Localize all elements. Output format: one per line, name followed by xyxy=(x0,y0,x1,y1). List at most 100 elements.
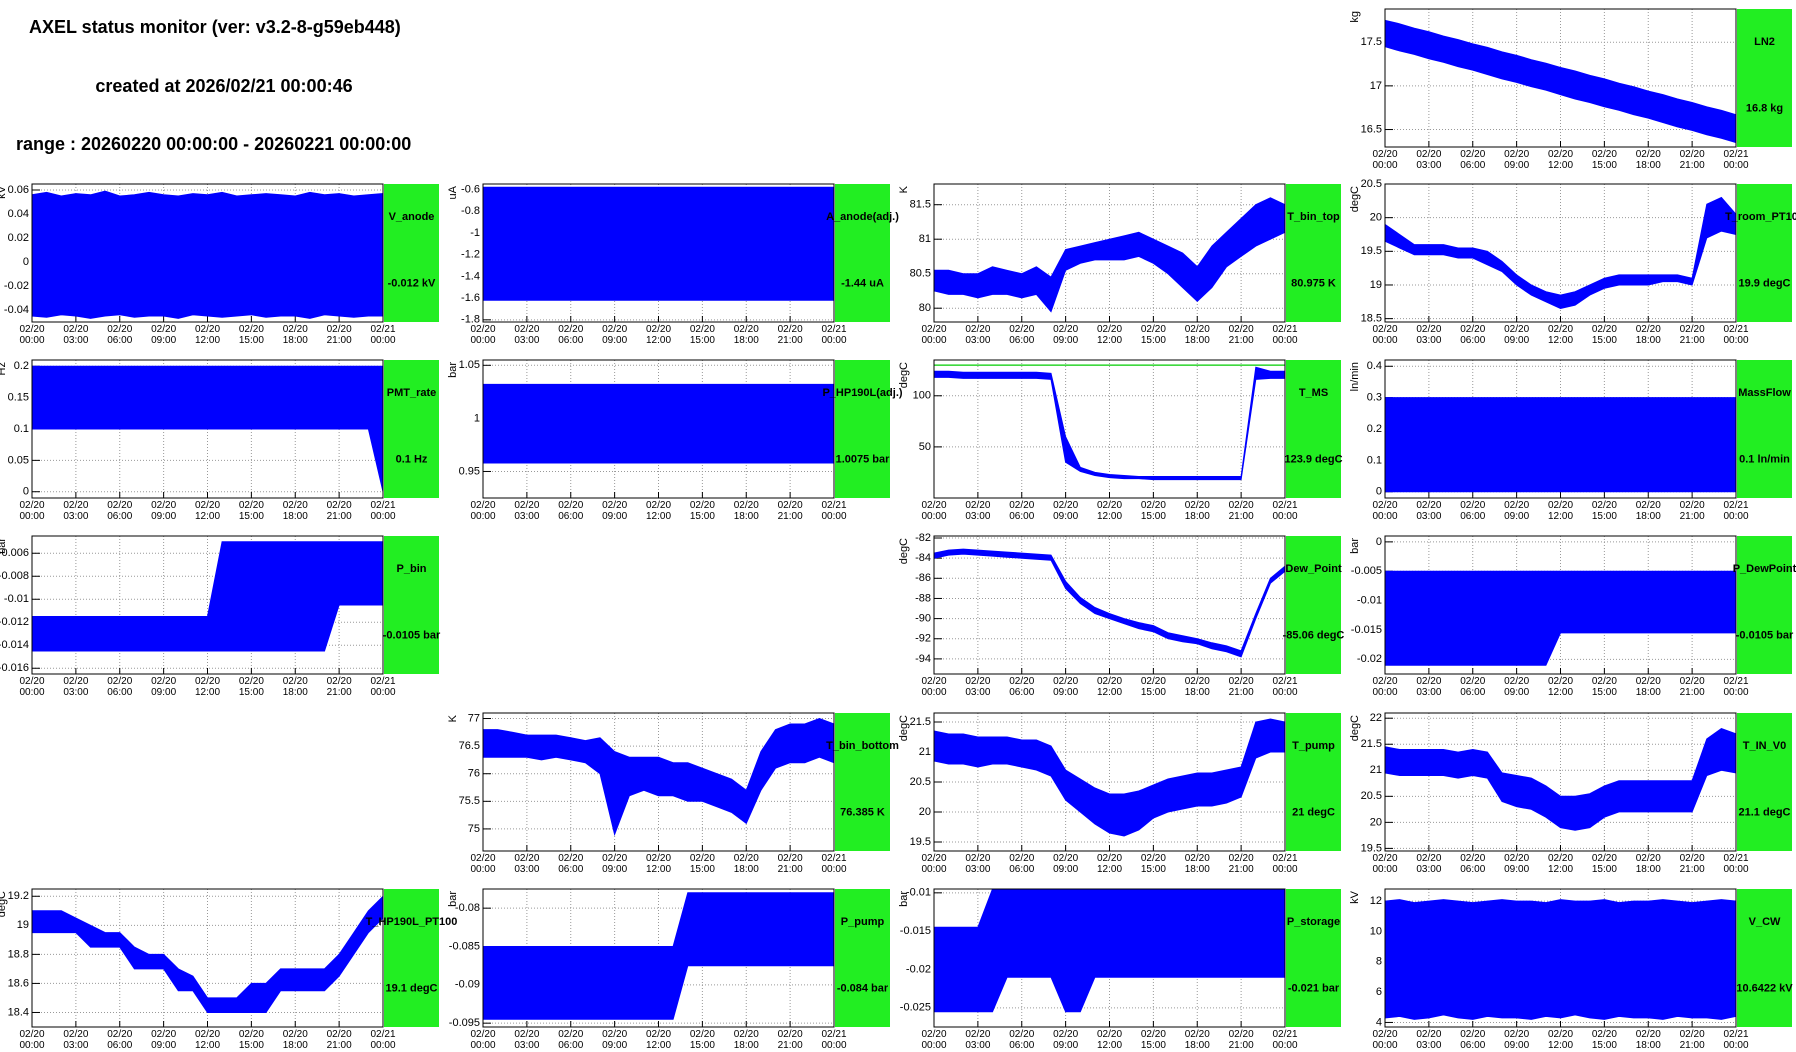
x-tick-label: 02/21 00:00 xyxy=(1272,676,1298,698)
y-tick-label: -0.015 xyxy=(900,925,931,937)
x-tick-label: 02/20 09:00 xyxy=(1504,1029,1530,1051)
y-tick-label: -1 xyxy=(470,227,480,239)
x-tick-label: 02/20 15:00 xyxy=(1591,676,1617,698)
status-name: P_HP190L(adj.) xyxy=(822,387,902,399)
plot-frame xyxy=(1384,712,1737,852)
x-tick-label: 02/20 21:00 xyxy=(1679,676,1705,698)
status-value: -85.06 degC xyxy=(1283,629,1345,641)
x-tick-label: 02/20 00:00 xyxy=(1372,500,1398,522)
y-axis-label: degC xyxy=(0,891,8,917)
y-tick-label: 21.5 xyxy=(910,716,931,728)
x-tick-label: 02/20 15:00 xyxy=(1140,500,1166,522)
y-tick-label: 1 xyxy=(474,412,480,424)
x-tick-label: 02/21 00:00 xyxy=(1723,1029,1749,1051)
x-tick-label: 02/20 21:00 xyxy=(1228,1029,1254,1051)
y-tick-label: 0 xyxy=(1376,486,1382,498)
y-tick-label: 22 xyxy=(1370,712,1382,724)
status-box xyxy=(1286,536,1341,674)
x-tick-label: 02/20 21:00 xyxy=(326,676,352,698)
y-axis-label: degC xyxy=(898,715,910,741)
x-tick-label: 02/20 06:00 xyxy=(558,853,584,875)
y-tick-label: 0.3 xyxy=(1367,392,1382,404)
y-tick-label: 12 xyxy=(1370,895,1382,907)
x-tick-label: 02/20 12:00 xyxy=(1547,500,1574,522)
y-tick-label: 0.06 xyxy=(8,184,29,196)
y-axis-label: kV xyxy=(0,185,8,199)
x-tick-label: 02/20 03:00 xyxy=(1416,676,1442,698)
x-tick-label: 02/20 09:00 xyxy=(151,1029,177,1051)
plot-frame xyxy=(1384,8,1737,148)
status-name: T_pump xyxy=(1292,740,1335,752)
x-tick-label: 02/20 03:00 xyxy=(1416,853,1442,875)
y-tick-label: -0.09 xyxy=(455,979,480,991)
y-tick-label: -0.01 xyxy=(4,593,29,605)
status-value: 0.1 Hz xyxy=(396,453,428,465)
x-tick-label: 02/20 03:00 xyxy=(514,1029,540,1051)
y-tick-label: -1.2 xyxy=(461,249,480,261)
x-tick-label: 02/21 00:00 xyxy=(370,500,396,522)
y-tick-label: -92 xyxy=(915,633,931,645)
data-band xyxy=(482,383,835,464)
x-tick-label: 02/20 03:00 xyxy=(965,1029,991,1051)
y-tick-label: -88 xyxy=(915,592,931,604)
x-tick-label: 02/20 12:00 xyxy=(194,676,221,698)
y-tick-label: 0.15 xyxy=(8,392,29,404)
x-tick-label: 02/20 12:00 xyxy=(1096,500,1123,522)
y-tick-label: -0.01 xyxy=(906,887,931,899)
y-axis-label: kV xyxy=(1349,890,1361,904)
y-axis-label: K xyxy=(898,185,910,193)
y-axis-label: degC xyxy=(898,538,910,564)
x-tick-label: 02/21 00:00 xyxy=(1272,324,1298,346)
y-tick-label: -86 xyxy=(915,572,931,584)
y-tick-label: 20.5 xyxy=(1361,178,1382,190)
y-tick-label: -0.08 xyxy=(455,902,480,914)
x-tick-label: 02/20 18:00 xyxy=(1635,676,1661,698)
y-tick-label: -0.008 xyxy=(0,570,29,582)
y-tick-label: -0.8 xyxy=(461,205,480,217)
x-tick-label: 02/20 09:00 xyxy=(1053,1029,1079,1051)
status-box xyxy=(835,889,890,1027)
y-tick-label: -0.02 xyxy=(1357,653,1382,665)
y-axis-label: degC xyxy=(898,362,910,388)
y-tick-label: -0.085 xyxy=(449,940,480,952)
x-tick-label: 02/20 18:00 xyxy=(1184,324,1210,346)
status-box xyxy=(1737,713,1792,851)
data-band xyxy=(482,186,835,301)
status-box xyxy=(384,536,439,674)
y-tick-label: 75 xyxy=(468,823,480,835)
x-tick-label: 02/20 12:00 xyxy=(194,1029,221,1051)
status-box xyxy=(384,889,439,1027)
x-tick-label: 02/20 09:00 xyxy=(1053,853,1079,875)
x-tick-label: 02/20 21:00 xyxy=(326,500,352,522)
x-tick-label: 02/20 09:00 xyxy=(1504,324,1530,346)
y-tick-label: 16.5 xyxy=(1361,123,1382,135)
x-tick-label: 02/20 09:00 xyxy=(151,324,177,346)
data-band xyxy=(1384,899,1737,1020)
x-tick-label: 02/20 15:00 xyxy=(238,676,264,698)
x-tick-label: 02/20 21:00 xyxy=(1228,676,1254,698)
x-tick-label: 02/20 06:00 xyxy=(1009,676,1035,698)
x-tick-label: 02/20 06:00 xyxy=(107,500,133,522)
x-tick-label: 02/20 09:00 xyxy=(1053,676,1079,698)
y-tick-label: -0.01 xyxy=(1357,595,1382,607)
x-tick-label: 02/21 00:00 xyxy=(1272,853,1298,875)
y-tick-label: 76.5 xyxy=(459,740,480,752)
status-value: -0.021 bar xyxy=(1288,982,1340,994)
status-name: MassFlow xyxy=(1738,387,1791,399)
x-tick-label: 02/20 12:00 xyxy=(1547,149,1574,171)
x-tick-label: 02/20 00:00 xyxy=(921,1029,947,1051)
x-tick-label: 02/20 18:00 xyxy=(733,324,759,346)
x-tick-label: 02/20 18:00 xyxy=(733,1029,759,1051)
plot-frame xyxy=(31,535,384,675)
plot-frame xyxy=(1384,359,1737,499)
x-tick-label: 02/20 03:00 xyxy=(1416,500,1442,522)
status-name: T_HP190L_PT100 xyxy=(366,916,458,928)
x-tick-label: 02/20 21:00 xyxy=(1679,324,1705,346)
x-tick-label: 02/20 03:00 xyxy=(514,324,540,346)
x-tick-label: 02/20 21:00 xyxy=(1679,149,1705,171)
status-value: 0.1 ln/min xyxy=(1739,453,1790,465)
x-tick-label: 02/21 00:00 xyxy=(1272,1029,1298,1051)
y-tick-label: 21 xyxy=(1370,764,1382,776)
x-tick-label: 02/20 09:00 xyxy=(602,853,628,875)
x-tick-label: 02/20 12:00 xyxy=(194,324,221,346)
